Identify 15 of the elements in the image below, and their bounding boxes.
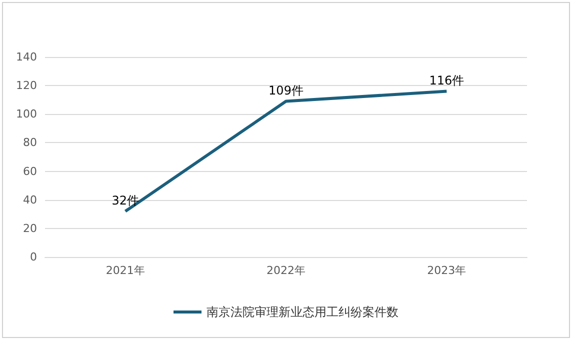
y-tick-label: 80 — [23, 136, 37, 150]
y-tick-label: 40 — [23, 193, 37, 206]
x-tick-label: 2022年 — [266, 264, 306, 277]
data-label: 109件 — [268, 83, 304, 98]
x-tick-label: 2021年 — [106, 264, 145, 277]
x-tick-label: 2023年 — [427, 264, 466, 277]
y-tick-label: 100 — [16, 108, 37, 121]
data-label: 32件 — [112, 193, 139, 208]
y-tick-label: 60 — [23, 164, 37, 178]
y-tick-label: 120 — [16, 79, 37, 92]
data-label: 116件 — [429, 73, 464, 88]
y-tick-label: 140 — [16, 50, 37, 64]
legend-label: 南京法院审理新业态用工纠纷案件数 — [206, 305, 398, 319]
y-tick-label: 0 — [30, 250, 37, 264]
y-tick-label: 20 — [23, 222, 37, 235]
